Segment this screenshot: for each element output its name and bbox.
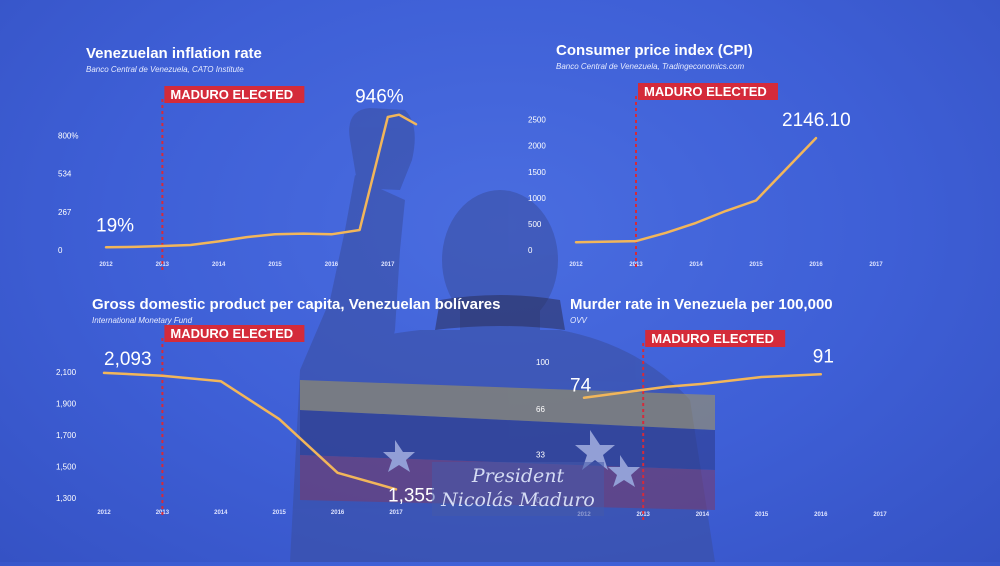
caption-line-1: President [471,465,565,487]
end-value-label: 2146.10 [782,110,851,131]
chart-title: Gross domestic product per capita, Venez… [92,296,501,313]
y-tick-label: 2000 [528,142,546,151]
end-value-label: 1,355 [388,485,436,506]
end-value-label: 91 [813,346,834,367]
chart-title: Venezuelan inflation rate [86,45,262,62]
start-value-label: 19% [96,215,134,236]
y-tick-label: 1500 [528,168,546,177]
inflation-chart: Venezuelan inflation rate Banco Central … [50,45,530,315]
inflation-plot: 0 267 534 800% 2012 2013 2014 2015 2016 2017 MADUR… [58,86,418,270]
x-tick-label: 2015 [268,262,282,268]
y-tick-label: 1,900 [56,399,77,408]
series-line [582,373,823,399]
y-tick-label: 1000 [528,194,546,203]
x-tick-label: 2017 [873,512,887,518]
maduro-elected-label: MADURO ELECTED [644,84,767,99]
cpi-plot: 0500100015002000250020122013201420152016… [528,83,883,270]
x-tick-label: 2014 [689,262,703,268]
x-tick-label: 2013 [156,262,170,268]
y-tick-label: 33 [536,450,545,459]
y-tick-label: 66 [536,405,545,414]
chart-source: OVV [570,316,587,325]
y-tick-label: 0 [528,246,533,255]
x-tick-label: 2017 [869,262,883,268]
chart-source: International Monetary Fund [92,316,193,325]
x-tick-label: 2014 [212,262,226,268]
y-tick-label: 0 [58,246,63,255]
murder-rate-chart: Murder rate in Venezuela per 100,000 OVV… [534,296,1000,566]
x-tick-label: 2015 [755,512,769,518]
x-tick-label: 2014 [696,512,710,518]
murder-rate-plot: 03366100201220132014201520162017MADURO E… [536,330,887,520]
y-tick-label: 267 [58,208,72,217]
maduro-elected-label: MADURO ELECTED [170,87,293,102]
x-tick-label: 2016 [814,512,828,518]
x-tick-label: 2015 [749,262,763,268]
x-tick-label: 2016 [331,510,345,516]
x-tick-label: 2017 [381,262,395,268]
start-value-label: 74 [570,376,592,397]
maduro-elected-label: MADURO ELECTED [651,331,774,346]
maduro-elected-flag-bg [164,86,305,103]
y-tick-label: 534 [58,170,72,179]
x-tick-label: 2016 [809,262,823,268]
series-line [104,113,418,249]
cpi-chart: Consumer price index (CPI) Banco Central… [520,42,1000,312]
x-tick-label: 2012 [99,262,113,268]
y-tick-label: 1,500 [56,462,77,471]
y-tick-label: 1,700 [56,431,77,440]
end-value-label: 946% [355,87,404,108]
x-tick-label: 2012 [569,262,583,268]
chart-title: Murder rate in Venezuela per 100,000 [570,296,833,313]
x-tick-label: 2013 [637,512,651,518]
y-tick-label: 2,100 [56,368,77,377]
maduro-elected-flag-bg [645,330,786,347]
maduro-elected-flag-bg [164,325,305,342]
x-tick-label: 2017 [389,510,403,516]
x-tick-label: 2015 [273,510,287,516]
maduro-elected-label: MADURO ELECTED [170,326,293,341]
series-line [102,371,398,491]
y-tick-label: 500 [528,220,542,229]
maduro-elected-flag-bg [638,83,778,100]
y-tick-label: 1,300 [56,494,77,503]
chart-source: Banco Central de Venezuela, Tradingecono… [556,62,745,71]
president-caption: President Nicolás Maduro [432,462,604,516]
gdp-chart: Gross domestic product per capita, Venez… [56,296,536,566]
x-tick-label: 2016 [325,262,339,268]
caption-line-2: Nicolás Maduro [441,489,595,511]
chart-title: Consumer price index (CPI) [556,42,753,59]
series-line [574,136,818,244]
start-value-label: 2,093 [104,349,152,370]
x-tick-label: 2014 [214,510,228,516]
y-tick-label: 2500 [528,116,546,125]
y-tick-label: 800% [58,132,78,141]
chart-source: Banco Central de Venezuela, CATO Institu… [86,65,244,74]
gdp-plot: 1,3001,5001,7001,9002,100201220132014201… [56,325,436,518]
x-tick-label: 2012 [97,510,111,516]
y-tick-label: 100 [536,358,550,367]
